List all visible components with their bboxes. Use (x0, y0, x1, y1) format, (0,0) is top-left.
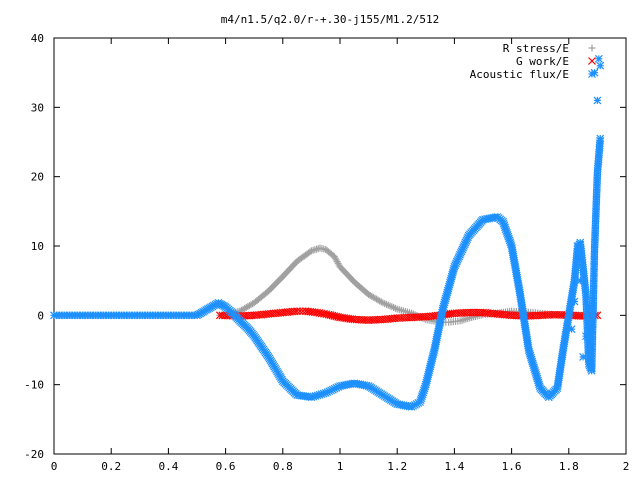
data-point (296, 307, 304, 316)
legend: R stress/E G work/E Acoustic flux/E (470, 42, 596, 81)
legend-label-r-stress: R stress/E (503, 42, 569, 55)
data-point (582, 332, 590, 341)
y-tick-label: 0 (37, 309, 44, 322)
data-point (596, 134, 605, 143)
chart-title: m4/n1.5/q2.0/r-+.30-j155/M1.2/512 (221, 13, 440, 26)
x-tick-label: 0.4 (158, 460, 178, 473)
y-tick-label: 30 (31, 101, 44, 114)
data-point (564, 311, 573, 320)
legend-marker-0 (588, 44, 596, 52)
y-tick-label: 20 (31, 171, 44, 184)
x-tick-label: 1.6 (502, 460, 522, 473)
x-tick-label: 2 (623, 460, 630, 473)
data-point (596, 61, 605, 70)
x-tick-label: 1.4 (444, 460, 464, 473)
data-point (593, 96, 602, 105)
x-tick-label: 0.2 (101, 460, 121, 473)
data-point (570, 297, 579, 306)
data-point (576, 276, 585, 285)
data-point (293, 307, 302, 316)
series-layer (50, 54, 605, 411)
y-tick-label: -20 (24, 448, 44, 461)
y-tick-label: 10 (31, 240, 44, 253)
data-point (306, 248, 314, 256)
legend-label-acoustic-flux: Acoustic flux/E (470, 68, 569, 81)
series-2 (50, 134, 605, 411)
data-point (573, 242, 582, 250)
series-1 (215, 307, 602, 325)
x-tick-label: 1.8 (559, 460, 579, 473)
data-point (589, 304, 598, 313)
data-point (587, 363, 596, 372)
data-point (377, 298, 385, 306)
data-point (579, 353, 588, 361)
legend-marker-2 (588, 70, 596, 78)
data-point (567, 325, 576, 334)
series-2-scatter (564, 54, 605, 372)
x-tick-label: 1 (337, 460, 344, 473)
y-tick-label: -10 (24, 379, 44, 392)
x-tick-label: 0 (51, 460, 58, 473)
x-tick-label: 0.6 (216, 460, 236, 473)
legend-label-g-work: G work/E (516, 55, 569, 68)
legend-marker-1 (588, 57, 596, 65)
x-tick-label: 0.8 (273, 460, 293, 473)
data-point (594, 54, 603, 63)
axis-ticks: 0 0.2 0.4 0.6 0.8 1 1.2 1.4 1.6 1.8 2 -20 -10 0 10 20 30… (24, 32, 629, 473)
y-tick-label: 40 (31, 32, 44, 45)
x-tick-label: 1.2 (387, 460, 407, 473)
